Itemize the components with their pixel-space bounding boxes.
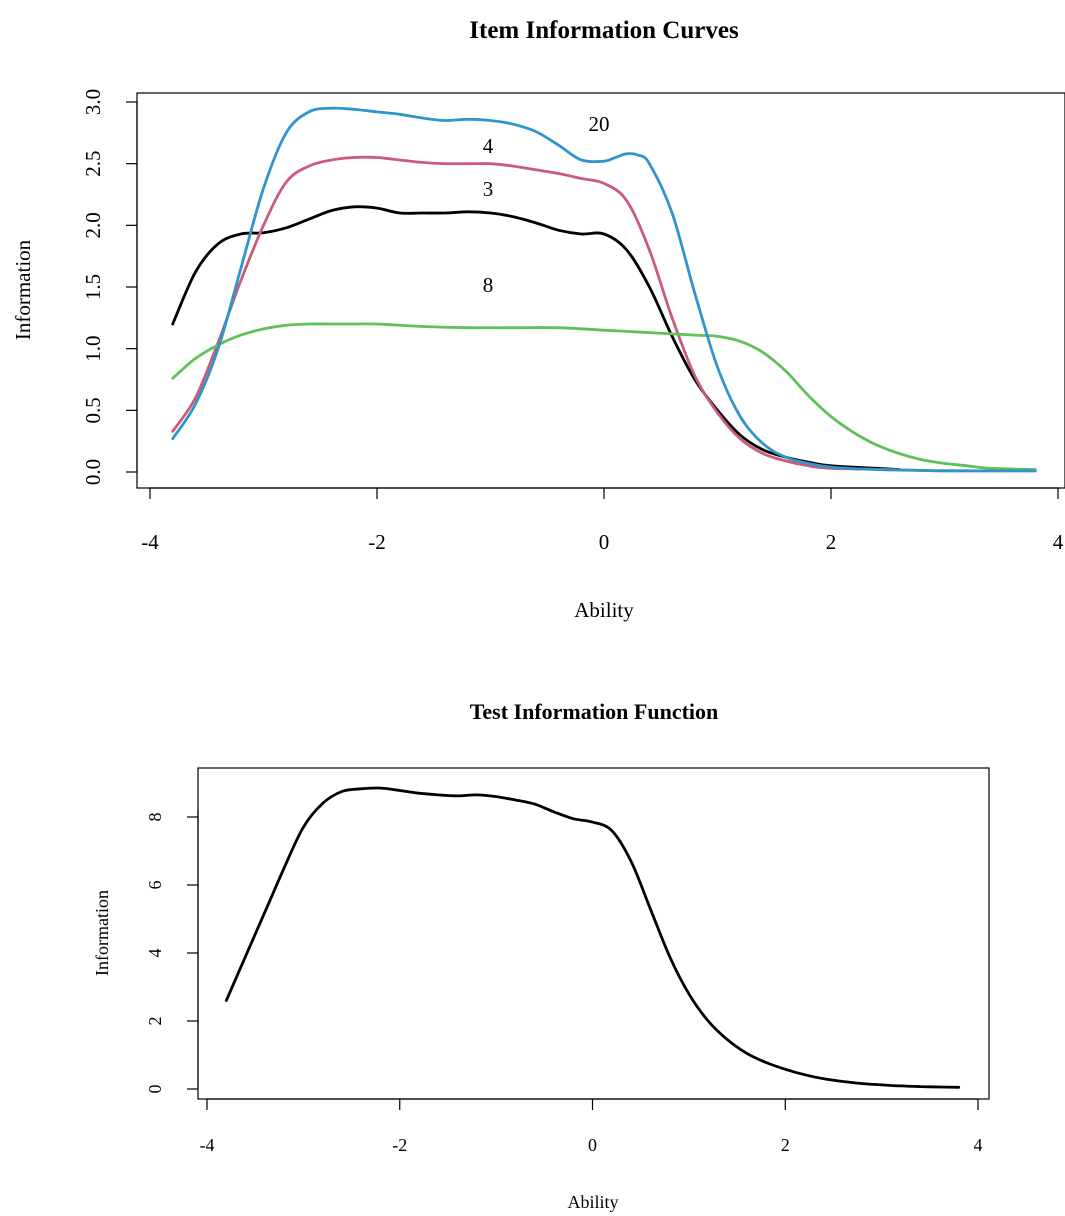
chart1-y-axis-title: Information [11,239,35,340]
curve-label-3: 3 [483,177,494,201]
chart1-series-item-3-line [171,205,901,471]
chart1-x-tick-label: -4 [141,530,159,554]
chart2-series-line [224,786,961,1089]
chart2-plot-frame [197,767,990,1100]
chart1-x-axis: -4 -2 0 2 4 [141,487,1064,554]
chart2-x-tick-label: -4 [200,1135,215,1155]
item-information-chart: Item Information Curves -4 -2 0 2 4 0.0 0.5 1.… [11,17,1065,622]
chart1-y-tick-label: 1.0 [81,336,105,362]
chart1-series-item-8-line [171,322,1037,471]
curve-label-20: 20 [589,112,610,136]
chart2-y-tick-label: 2 [145,1017,165,1026]
chart1-x-tick-label: 4 [1053,530,1064,554]
chart1-y-tick-label: 0.5 [81,397,105,423]
test-information-chart: Test Information Function -4 -2 0 2 4 02468 … [92,699,990,1212]
chart2-y-axis: 0 2 4 6 8 [145,810,199,1094]
chart2-x-tick-label: 4 [974,1135,983,1155]
chart1-y-axis: 0.0 0.5 1.0 1.5 2.0 2.5 3.0 [81,89,138,485]
chart1-title: Item Information Curves [469,17,739,44]
chart1-y-tick-label: 2.0 [81,212,105,238]
curve-label-8: 8 [483,273,494,297]
chart1-x-tick-label: 0 [599,530,610,554]
chart2-title: Test Information Function [470,699,719,724]
chart2-y-tick-label: 8 [145,813,165,822]
chart2-y-axis-title: Information [92,890,112,976]
chart1-y-tick-label: 1.5 [81,274,105,300]
chart2-x-tick-label: 0 [588,1135,597,1155]
chart1-series-group [171,106,1037,473]
chart1-series-item-20-line [171,106,1037,473]
chart1-x-tick-label: -2 [368,530,386,554]
chart2-y-tick-label: 6 [145,881,165,890]
chart1-y-tick-label: 0.0 [81,459,105,485]
chart1-x-tick-label: 2 [826,530,837,554]
chart2-series-group [224,786,961,1089]
chart2-x-tick-label: -2 [392,1135,407,1155]
chart1-series-item-4-line [171,155,1037,473]
chart2-x-tick-label: 2 [781,1135,790,1155]
chart1-y-tick-label: 3.0 [81,89,105,115]
curve-label-4: 4 [483,134,494,158]
chart2-y-tick-label: 0 [145,1085,165,1094]
chart1-y-tick-label: 2.5 [81,151,105,177]
chart2-x-axis: -4 -2 0 2 4 [200,1098,983,1155]
chart2-x-axis-title: Ability [567,1192,618,1212]
chart1-x-axis-title: Ability [574,598,634,622]
chart2-y-tick-label: 4 [145,949,165,958]
